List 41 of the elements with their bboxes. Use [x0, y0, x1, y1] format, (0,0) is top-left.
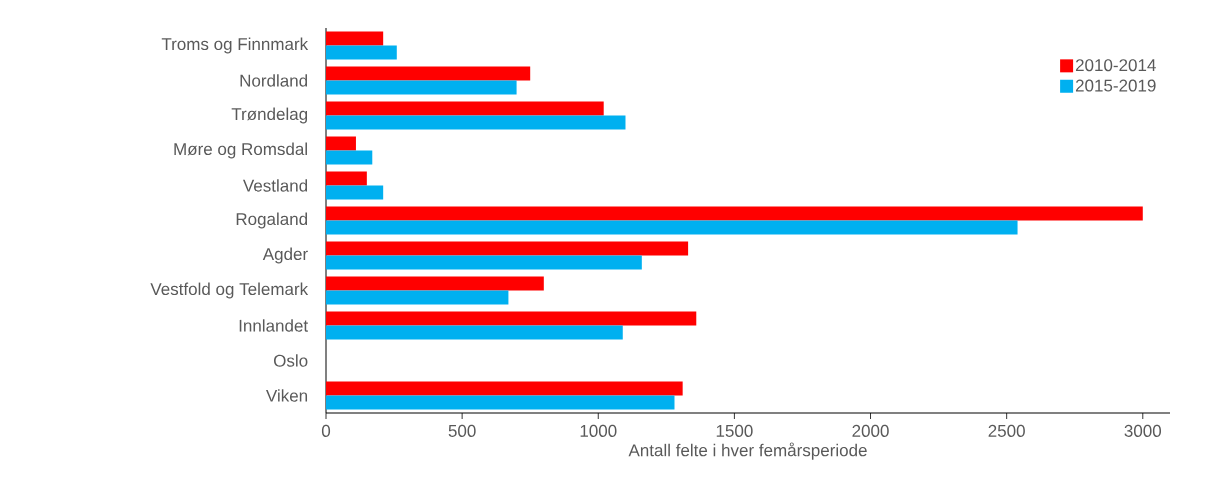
bar [326, 325, 623, 340]
bar [326, 45, 397, 60]
bar [326, 290, 509, 305]
y-tick-label: Oslo [273, 354, 308, 367]
bar [326, 241, 689, 256]
y-tick-label: Trøndelag [231, 107, 308, 124]
x-tick-label: 1500 [716, 424, 753, 437]
x-tick-label: 3000 [1124, 424, 1162, 437]
y-tick-label: Viken [266, 389, 308, 402]
bar [326, 101, 604, 116]
legend-label: 2010-2014 [1075, 59, 1156, 72]
y-tick-label: Møre og Romsdal [174, 142, 307, 159]
x-axis-title: Antall felte i hver femårsperiode [628, 442, 867, 460]
bar [326, 136, 356, 151]
legend-label: 2015-2019 [1075, 79, 1156, 92]
y-tick-label: Agder [262, 247, 308, 264]
bar [326, 80, 517, 95]
bar [326, 31, 384, 46]
bar [326, 66, 531, 81]
bar [326, 276, 544, 291]
bar [326, 185, 384, 200]
bar [326, 395, 675, 410]
y-tick-label: Vestland [242, 179, 308, 192]
x-tick-label: 500 [448, 424, 476, 437]
x-tick-label: 2500 [988, 424, 1025, 437]
bar [326, 115, 626, 130]
x-tick-label: 0 [321, 424, 331, 437]
y-tick-label: Innlandet [239, 319, 308, 332]
bar [326, 171, 367, 186]
x-tick-label: 2000 [852, 424, 889, 437]
bar [326, 220, 1018, 235]
y-tick-label: Rogaland [236, 212, 308, 229]
bar [326, 150, 373, 165]
bar [326, 311, 697, 326]
bar [326, 255, 642, 270]
x-tick-label: 1000 [580, 424, 617, 437]
y-tick-label: Nordland [240, 74, 308, 87]
y-tick-label: Vestfold og Telemark [150, 282, 309, 299]
y-tick-label: Troms og Finnmark [161, 37, 309, 54]
bar [326, 206, 1143, 221]
bar [326, 381, 683, 396]
